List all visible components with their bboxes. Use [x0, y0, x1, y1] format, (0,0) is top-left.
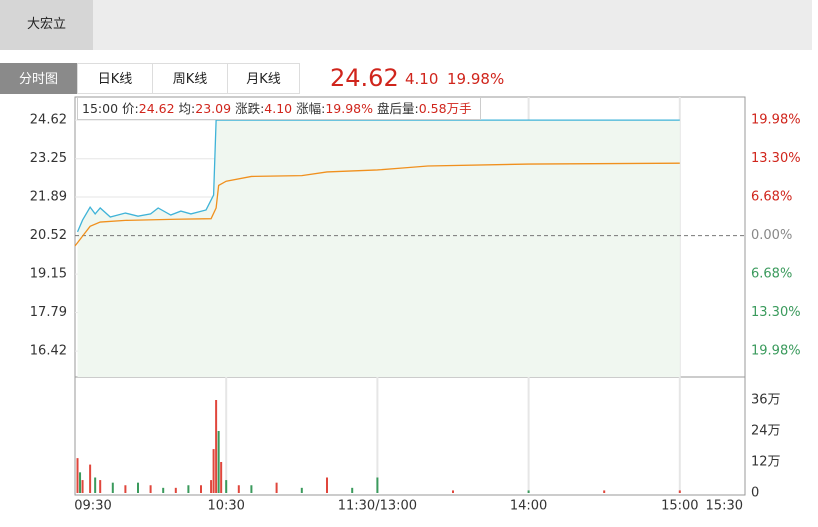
y-tick-label: 24.62	[30, 113, 67, 128]
y-tick-label: 17.79	[30, 305, 67, 320]
volume-bar	[76, 458, 79, 493]
info-label: 涨跌:	[235, 101, 265, 116]
volume-bar	[162, 487, 165, 493]
volume-tick-label: 24万	[751, 423, 781, 438]
y-tick-label: 16.42	[30, 344, 67, 359]
volume-bar	[81, 480, 84, 493]
volume-bar	[678, 490, 681, 493]
volume-bar	[94, 477, 97, 493]
volume-bar	[220, 461, 223, 493]
volume-tick-label: 36万	[751, 392, 781, 407]
x-tick-label: 14:00	[510, 499, 547, 514]
volume-bar	[111, 482, 114, 493]
volume-bar	[300, 487, 303, 493]
volume-bar	[210, 480, 213, 493]
volume-bar	[89, 464, 92, 493]
info-value: 0.58万手	[418, 101, 472, 116]
x-tick-label: 15:00	[661, 499, 698, 514]
volume-bar	[174, 487, 177, 493]
x-tick-label: 15:30	[706, 499, 743, 514]
info-value: 24.62	[138, 101, 175, 116]
tab[interactable]: 月K线	[227, 63, 300, 94]
y2-tick-label: 13.30%	[751, 305, 801, 320]
change: 4.10	[405, 70, 439, 88]
info-label: 15:00	[82, 101, 119, 116]
y-tick-label: 19.15	[30, 267, 67, 282]
volume-bar	[217, 430, 220, 493]
volume-bar	[212, 449, 215, 493]
volume-bar	[79, 472, 82, 493]
x-tick-label: 09:30	[74, 499, 111, 514]
info-label: 盘后量:	[377, 101, 419, 116]
series-line	[76, 119, 680, 233]
info-value: 4.10	[264, 101, 293, 116]
volume-bar	[326, 477, 328, 493]
x-tick-label: 10:30	[207, 499, 244, 514]
y-tick-label: 21.89	[30, 190, 67, 205]
stock-name[interactable]: 大宏立	[0, 0, 93, 50]
info-strip: 15:00 价:24.62 均:23.09 涨跌:4.10 涨幅:19.98% 盘后量:0…	[77, 97, 481, 120]
volume-bar	[225, 480, 228, 493]
price-area	[77, 120, 680, 377]
change-pct: 19.98%	[447, 70, 505, 88]
volume-bar	[237, 485, 240, 493]
volume-bar	[376, 477, 379, 493]
volume-bar	[527, 490, 530, 493]
volume-bar	[215, 399, 218, 493]
tab[interactable]: 周K线	[152, 63, 228, 94]
info-value: 19.98%	[325, 101, 374, 116]
price: 24.62	[330, 64, 399, 92]
y2-tick-label: 19.98%	[751, 113, 801, 128]
x-tick-label: 11:30/13:00	[338, 499, 417, 514]
tab[interactable]: 日K线	[77, 63, 153, 94]
volume-bar	[187, 485, 190, 493]
volume-tick-label: 12万	[751, 454, 781, 469]
volume-bar	[452, 490, 454, 493]
y2-tick-label: 6.68%	[751, 267, 792, 282]
top-bar: 大宏立	[0, 0, 812, 50]
volume-bar	[250, 485, 253, 493]
info-label: 均:	[178, 101, 196, 116]
y2-tick-label: 6.68%	[751, 190, 792, 205]
y2-tick-label: 13.30%	[751, 151, 801, 166]
volume-bar	[124, 485, 127, 493]
y-tick-label: 20.52	[30, 228, 67, 243]
volume-bar	[137, 482, 139, 493]
volume-bar	[603, 490, 606, 493]
volume-bar	[149, 485, 152, 493]
info-label: 价:	[122, 101, 139, 116]
y2-tick-label: 0.00%	[751, 228, 792, 243]
volume-bar	[275, 482, 278, 493]
series-line	[74, 162, 680, 247]
volume-panel	[74, 376, 746, 496]
volume-tick-label: 0	[751, 486, 759, 501]
volume-bar	[99, 480, 102, 493]
y2-tick-label: 19.98%	[751, 344, 801, 359]
tab[interactable]: 分时图	[0, 63, 77, 94]
volume-bar	[351, 487, 354, 493]
volume-bar	[200, 485, 202, 493]
info-value: 23.09	[195, 101, 232, 116]
y-tick-label: 23.25	[30, 151, 67, 166]
info-label: 涨幅:	[296, 101, 326, 116]
